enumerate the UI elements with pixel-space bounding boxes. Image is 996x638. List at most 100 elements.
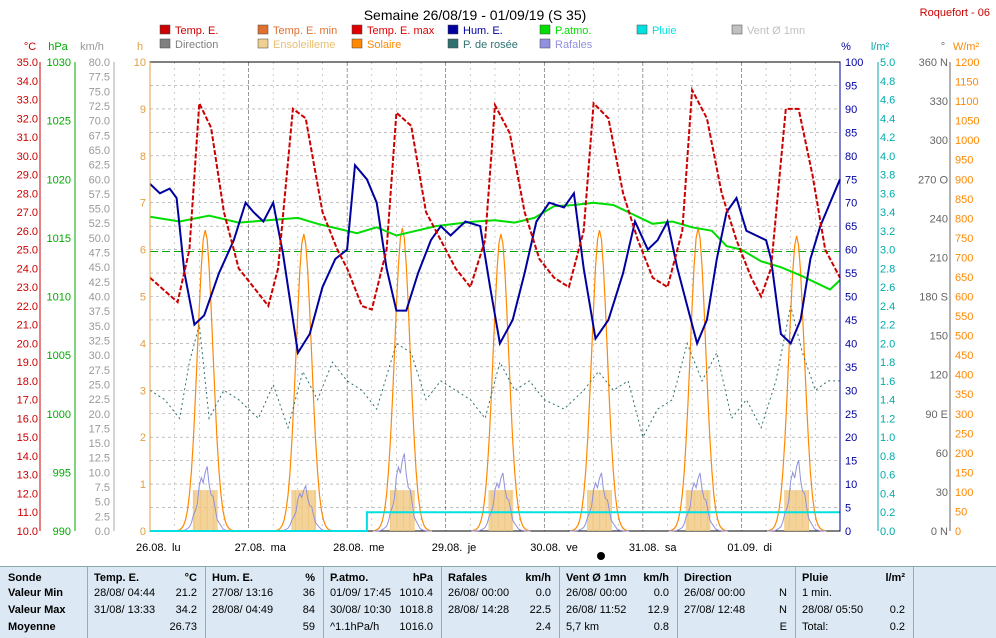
legend-swatch: [539, 24, 551, 35]
temp-tick: 25.0: [17, 245, 38, 257]
temp-tick: 12.0: [17, 488, 38, 500]
summary-temp-value: 21.2: [175, 587, 197, 599]
x-day-label: lu: [172, 542, 181, 554]
solar-tick: 1100: [955, 96, 979, 108]
summary-direction-value: N: [779, 604, 787, 616]
pressure-tick: 1010: [47, 292, 71, 304]
wind-tick: 15.0: [89, 438, 110, 450]
solar-tick: 350: [955, 389, 973, 401]
summary-patmo-date: 01/09/ 17:45: [330, 587, 392, 599]
axis-unit: l/m²: [871, 41, 890, 53]
summary-direction: Direction 26/08/ 00:00 N 27/08/ 12:48 N E: [678, 567, 796, 638]
summary-pluie-date: Total:: [802, 621, 829, 633]
humidity-tick: 45: [845, 315, 857, 327]
wind-tick: 30.0: [89, 350, 110, 362]
summary-pluie-value: 0.2: [889, 621, 905, 633]
solar-tick: 1000: [955, 135, 979, 147]
solar-tick: 100: [955, 487, 973, 499]
axis-unit: °C: [24, 41, 36, 53]
rain-tick: 3.2: [880, 226, 895, 238]
summary-hum-value: 59: [302, 621, 315, 633]
summary-pluie-value: 0.2: [889, 604, 905, 616]
pressure-tick: 990: [53, 526, 71, 538]
humidity-tick: 35: [845, 362, 857, 374]
rain-tick: 1.2: [880, 413, 895, 425]
legend-swatch: [257, 38, 269, 49]
day-marker-icon: [597, 552, 605, 560]
solar-tick: 550: [955, 311, 973, 323]
summary-temp-unit: °C: [184, 572, 197, 584]
wind-tick: 70.0: [89, 116, 110, 128]
temp-tick: 21.0: [17, 320, 38, 332]
summary-pluie-title: Pluie: [802, 572, 829, 584]
summary-row-label: Moyenne: [8, 621, 56, 633]
humidity-tick: 40: [845, 338, 857, 350]
summary-row-label: Valeur Max: [8, 604, 66, 616]
legend-label: Vent Ø 1mn: [747, 25, 805, 37]
direction-tick: 330: [930, 96, 948, 108]
legend-swatch: [351, 38, 363, 49]
wind-tick: 50.0: [89, 233, 110, 245]
series-line-hum-e-: [149, 162, 841, 356]
series-line-p-atmo-: [149, 201, 841, 291]
solar-tick: 700: [955, 252, 973, 264]
series-line-pluie: [150, 511, 840, 532]
summary-patmo-unit: hPa: [412, 572, 433, 584]
wind-tick: 47.5: [89, 248, 110, 260]
legend-label: Direction: [175, 39, 218, 51]
solar-tick: 1050: [955, 116, 979, 128]
direction-tick: 360 N: [919, 57, 948, 69]
rain-tick: 2.8: [880, 263, 895, 275]
humidity-tick: 95: [845, 80, 857, 92]
solar-curve: [569, 229, 630, 532]
humidity-tick: 70: [845, 198, 857, 210]
legend-swatch: [159, 38, 171, 49]
summary-vent-date: 26/08/ 00:00: [566, 587, 628, 599]
humidity-tick: 10: [845, 479, 857, 491]
summary-direction-date: 27/08/ 12:48: [684, 604, 746, 616]
wind-tick: 40.0: [89, 292, 110, 304]
wind-tick: 52.5: [89, 218, 110, 230]
legend-swatch: [731, 24, 743, 35]
x-date-label: 30.08.: [530, 542, 561, 554]
wind-tick: 5.0: [95, 497, 110, 509]
wind-tick: 77.5: [89, 72, 110, 84]
x-date-label: 29.08.: [432, 542, 463, 554]
sunshine-tick: 7: [140, 198, 146, 210]
axis-unit: %: [841, 41, 851, 53]
x-day-label: me: [369, 542, 384, 554]
wind-tick: 62.5: [89, 160, 110, 172]
temp-tick: 30.0: [17, 151, 38, 163]
summary-rafales-title: Rafales: [448, 572, 488, 584]
summary-rafales-value: 22.5: [529, 604, 551, 616]
temp-tick: 28.0: [17, 188, 38, 200]
solar-tick: 300: [955, 409, 973, 421]
solar-curve: [767, 235, 827, 532]
humidity-tick: 15: [845, 456, 857, 468]
summary-hum-title: Hum. E.: [212, 572, 253, 584]
humidity-tick: 55: [845, 268, 857, 280]
summary-vent-title: Vent Ø 1mn: [566, 572, 627, 584]
x-axis-labels: 26.08. lu 27.08. ma 28.08. me 29.08. je 30.08. ve…: [136, 542, 772, 554]
rain-tick: 2.2: [880, 320, 895, 332]
x-date-label: 26.08.: [136, 542, 167, 554]
axis-unit: hPa: [48, 41, 68, 53]
x-date-label: 01.09.: [727, 542, 758, 554]
pressure-tick: 1005: [47, 350, 71, 362]
pressure-tick: 1030: [47, 57, 71, 69]
summary-rafales-value: 2.4: [535, 621, 551, 633]
sunshine-tick: 6: [140, 245, 146, 257]
rain-tick: 1.4: [880, 395, 895, 407]
summary-patmo-title: P.atmo.: [330, 572, 369, 584]
summary-patmo-date: 30/08/ 10:30: [330, 604, 392, 616]
summary-hum-date: 27/08/ 13:16: [212, 587, 274, 599]
summary-direction-title: Direction: [684, 572, 732, 584]
wind-tick: 72.5: [89, 101, 110, 113]
direction-tick: 180 S: [919, 292, 948, 304]
summary-pluie-unit: l/m²: [885, 572, 905, 584]
summary-temp-value: 26.73: [169, 621, 197, 633]
wind-tick: 80.0: [89, 57, 110, 69]
wind-tick: 37.5: [89, 306, 110, 318]
rain-tick: 0.8: [880, 451, 895, 463]
humidity-tick: 50: [845, 292, 857, 304]
